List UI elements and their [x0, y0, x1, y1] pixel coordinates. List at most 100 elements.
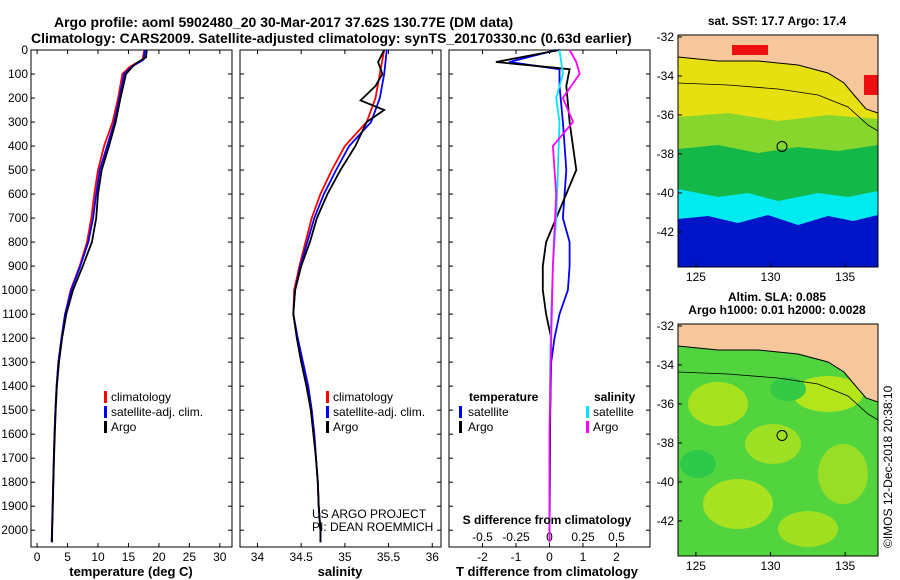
legend-label-sal-argo: Argo [593, 420, 619, 434]
argo-location-marker [776, 430, 788, 441]
imos-credit: ©IMOS 12-Dec-2018 20:38:10 [881, 385, 895, 548]
sla-anomaly-blob [818, 444, 868, 504]
depth-axis: 0 100 200 300 400 500 600 700 800 900 1000 1100 1200… [1, 43, 232, 537]
legend-swatch-argo [104, 421, 107, 433]
x-tick-label: 5 [64, 550, 71, 564]
sla-map [678, 324, 878, 556]
sla-map-panel: Altim. SLA: 0.085 Argo h1000: 0.01 h2000… [657, 290, 879, 573]
depth-tick-label: 1000 [1, 283, 28, 297]
argo-location-marker [776, 141, 788, 152]
legend-label-climatology: climatology [111, 390, 171, 404]
difference-legend: temperature satellite Argo salinity sate… [459, 390, 636, 434]
coastline [678, 345, 878, 403]
depth-tick-label: 1500 [1, 403, 28, 417]
map-x-tick-label: 125 [686, 559, 706, 573]
temperature-series [50, 49, 148, 543]
legend-label-temp-satellite: satellite [468, 405, 509, 419]
title-line-2: Climatology: CARS2009. Satellite-adjuste… [31, 30, 632, 46]
depth-tick-label: 1900 [1, 499, 28, 513]
map-y-tick-label: -32 [657, 30, 675, 44]
legend-swatch-climatology [104, 391, 107, 403]
sla-anomaly-blob [778, 511, 838, 547]
sla-map-subtitle: Argo h1000: 0.01 h2000: 0.0028 [688, 303, 866, 317]
x-tick-label: 0 [34, 550, 41, 564]
legend-label-satellite: satellite-adj. clim. [111, 405, 203, 419]
series-line [292, 49, 387, 543]
sst-map-frame [677, 34, 879, 268]
map-y-tick-label: -40 [657, 475, 675, 489]
x2-tick-label: 0.25 [571, 530, 595, 544]
legend-swatch-temp-argo [459, 421, 462, 433]
x-tick-label: 34 [251, 550, 265, 564]
land-australia [678, 35, 878, 113]
sst-warm-patch [732, 45, 768, 55]
map-x-tick-label: 135 [835, 559, 855, 573]
legend-label-sal-satellite: satellite [593, 405, 634, 419]
map-y-tick-label: -32 [657, 319, 675, 333]
legend-label-climatology: climatology [333, 390, 393, 404]
sla-anomaly-blob [703, 479, 773, 529]
depth-tick-label: 800 [8, 235, 28, 249]
series-line [548, 49, 581, 543]
legend-swatch-satellite [104, 406, 107, 418]
x-tick-label: -1 [511, 550, 522, 564]
x-tick-label: 30 [213, 550, 227, 564]
sst-map-panel: sat. SST: 17.7 Argo: 17.4 125 130 135 -32 -3… [657, 14, 879, 284]
map-x-tick-label: 135 [835, 270, 855, 284]
map-y-tick-label: -36 [657, 397, 675, 411]
map-y-tick-label: -38 [657, 147, 675, 161]
difference-depth-ticks [449, 49, 650, 531]
salinity-difference-label: S difference from climatology [463, 513, 632, 527]
x-tick-label: 10 [91, 550, 105, 564]
title-line-1: Argo profile: aoml 5902480_20 30-Mar-201… [54, 14, 513, 30]
bathymetry-contour [678, 82, 878, 132]
sst-green-zone [678, 143, 878, 201]
salinity-legend: climatology satellite-adj. clim. Argo [326, 390, 425, 434]
salinity-difference-axis: -0.5 -0.25 0 0.25 0.5 [472, 530, 625, 544]
legend-swatch-climatology [326, 391, 329, 403]
sst-warm-patch-east [864, 75, 878, 95]
sst-map-title: sat. SST: 17.7 Argo: 17.4 [708, 14, 847, 28]
x-tick-label: 25 [183, 550, 197, 564]
sla-map-axes: 125 130 135 -32 -34 -36 -38 -40 -42 [657, 319, 856, 573]
legend-swatch-satellite [326, 406, 329, 418]
depth-tick-label: 900 [8, 259, 28, 273]
legend-title-temperature: temperature [469, 390, 539, 404]
salinity-x-label: salinity [318, 564, 364, 579]
depth-tick-label: 1200 [1, 331, 28, 345]
depth-tick-label: 700 [8, 211, 28, 225]
depth-tick-label: 1400 [1, 379, 28, 393]
depth-tick-label: 100 [8, 67, 28, 81]
map-x-tick-label: 130 [761, 559, 781, 573]
sst-map-axes: 125 130 135 -32 -34 -36 -38 -40 -42 [657, 30, 856, 284]
x2-tick-label: 0.5 [608, 530, 625, 544]
land-australia [678, 324, 878, 402]
difference-x-axis: -2 -1 0 1 2 [477, 50, 620, 564]
x-tick-label: 0 [546, 550, 553, 564]
map-x-tick-label: 125 [686, 270, 706, 284]
difference-series [495, 49, 581, 543]
depth-tick-label: 500 [8, 163, 28, 177]
legend-label-temp-argo: Argo [468, 420, 494, 434]
legend-label-argo: Argo [111, 420, 137, 434]
legend-swatch-sal-argo [586, 421, 589, 433]
depth-tick-label: 2000 [1, 523, 28, 537]
sla-anomaly-blob [793, 376, 863, 412]
x-tick-label: 20 [152, 550, 166, 564]
map-y-tick-label: -34 [657, 358, 675, 372]
map-y-tick-label: -42 [657, 225, 675, 239]
depth-tick-label: 200 [8, 91, 28, 105]
coastline [678, 56, 878, 114]
legend-label-satellite: satellite-adj. clim. [333, 405, 425, 419]
temperature-x-label: temperature (deg C) [69, 564, 193, 579]
depth-tick-label: 0 [21, 43, 28, 57]
x-tick-label: 34.5 [289, 550, 313, 564]
x-tick-label: 2 [613, 550, 620, 564]
sla-anomaly-blob [688, 382, 748, 426]
difference-x-label: T difference from climatology [456, 564, 639, 579]
salinity-depth-ticks [240, 49, 441, 531]
depth-tick-label: 1800 [1, 475, 28, 489]
map-y-tick-label: -34 [657, 69, 675, 83]
difference-panel: -2 -1 0 1 2 -0.5 -0.25 0 0.25 0.5 temperature sa… [448, 49, 651, 579]
map-y-tick-label: -42 [657, 514, 675, 528]
